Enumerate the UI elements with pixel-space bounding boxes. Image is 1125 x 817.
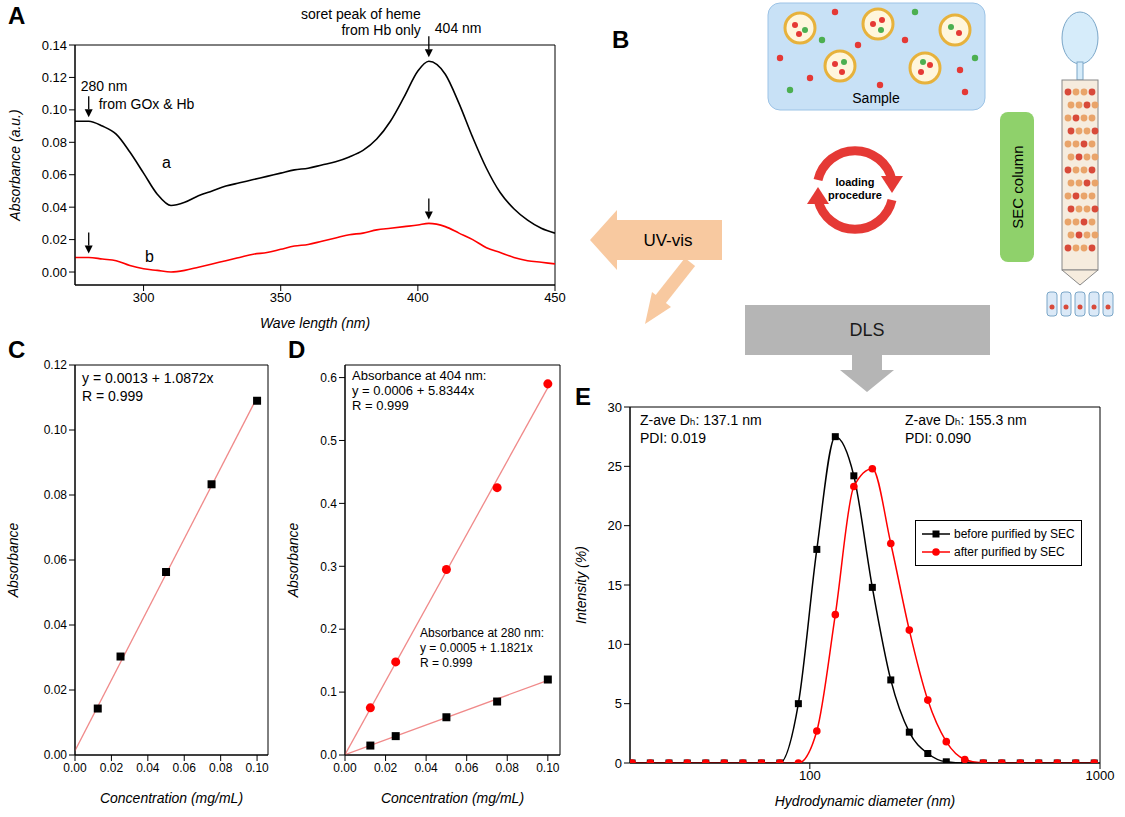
- svg-text:Concentration (mg/mL): Concentration (mg/mL): [100, 790, 243, 806]
- svg-text:1000: 1000: [1086, 768, 1115, 783]
- svg-text:SEC column: SEC column: [1009, 145, 1026, 228]
- svg-text:20: 20: [608, 518, 622, 533]
- svg-text:0.04: 0.04: [44, 618, 68, 632]
- svg-text:soret peak of heme: soret peak of heme: [301, 6, 421, 22]
- svg-text:300: 300: [133, 290, 155, 305]
- svg-text:Absorbance: Absorbance: [5, 522, 21, 598]
- svg-text:from Hb only: from Hb only: [341, 22, 420, 38]
- svg-text:0.02: 0.02: [42, 232, 67, 247]
- svg-text:10: 10: [608, 637, 622, 652]
- svg-text:0.1: 0.1: [320, 685, 337, 699]
- svg-text:0.10: 0.10: [42, 102, 67, 117]
- svg-text:y = 0.0013 + 1.0872x: y = 0.0013 + 1.0872x: [82, 370, 214, 386]
- svg-text:0.10: 0.10: [536, 761, 560, 775]
- svg-text:from GOx & Hb: from GOx & Hb: [99, 96, 195, 112]
- svg-text:100: 100: [799, 768, 821, 783]
- svg-text:15: 15: [608, 578, 622, 593]
- html-text:E: E: [575, 383, 591, 410]
- svg-text:0.02: 0.02: [44, 683, 68, 697]
- svg-text:0.08: 0.08: [496, 761, 520, 775]
- svg-text:0.06: 0.06: [42, 167, 67, 182]
- svg-text:y = 0.0006 + 5.8344x: y = 0.0006 + 5.8344x: [352, 383, 475, 398]
- svg-text:0.04: 0.04: [42, 200, 67, 215]
- svg-text:0.06: 0.06: [455, 761, 479, 775]
- svg-text:25: 25: [608, 459, 622, 474]
- svg-text:0.3: 0.3: [320, 560, 337, 574]
- svg-text:0.5: 0.5: [320, 434, 337, 448]
- svg-text:0.06: 0.06: [173, 761, 197, 775]
- svg-text:0.04: 0.04: [136, 761, 160, 775]
- svg-text:Absorbance: Absorbance: [285, 522, 301, 598]
- svg-text:procedure: procedure: [828, 189, 882, 201]
- html-text:C: C: [8, 336, 26, 363]
- svg-text:0.06: 0.06: [44, 553, 68, 567]
- html-text:B: B: [612, 26, 630, 53]
- svg-text:350: 350: [270, 290, 292, 305]
- svg-text:400: 400: [407, 290, 429, 305]
- svg-text:Z-ave Dₕ: 137.1 nm: Z-ave Dₕ: 137.1 nm: [640, 412, 762, 428]
- svg-text:0.10: 0.10: [245, 761, 269, 775]
- svg-text:0.0: 0.0: [320, 748, 337, 762]
- svg-text:Absorbance at 404 nm:: Absorbance at 404 nm:: [352, 368, 486, 383]
- svg-text:b: b: [145, 248, 154, 265]
- svg-text:30: 30: [608, 400, 622, 415]
- html-text:D: D: [288, 336, 306, 363]
- svg-text:280 nm: 280 nm: [81, 78, 128, 94]
- svg-text:0.12: 0.12: [44, 358, 68, 372]
- svg-text:Wave length (nm): Wave length (nm): [260, 315, 370, 331]
- svg-text:450: 450: [544, 290, 566, 305]
- html-text:before purified by SEC: before purified by SEC: [954, 527, 1075, 541]
- svg-text:R = 0.999: R = 0.999: [420, 656, 473, 670]
- svg-text:0.12: 0.12: [42, 70, 67, 85]
- svg-text:a: a: [162, 154, 171, 171]
- html-text:after purified by SEC: after purified by SEC: [954, 545, 1065, 559]
- svg-text:0.00: 0.00: [63, 761, 87, 775]
- svg-text:0.00: 0.00: [44, 748, 68, 762]
- svg-text:UV-vis: UV-vis: [643, 231, 692, 250]
- svg-text:0.02: 0.02: [100, 761, 124, 775]
- svg-text:0.02: 0.02: [374, 761, 398, 775]
- svg-text:R = 0.999: R = 0.999: [352, 398, 409, 413]
- svg-text:PDI: 0.090: PDI: 0.090: [905, 430, 971, 446]
- svg-text:0.14: 0.14: [42, 38, 67, 53]
- svg-text:Z-ave Dₕ: 155.3 nm: Z-ave Dₕ: 155.3 nm: [905, 412, 1027, 428]
- svg-text:0.2: 0.2: [320, 622, 337, 636]
- svg-text:0.08: 0.08: [209, 761, 233, 775]
- svg-text:PDI: 0.019: PDI: 0.019: [640, 430, 706, 446]
- svg-text:0.08: 0.08: [42, 135, 67, 150]
- svg-text:0.6: 0.6: [320, 371, 337, 385]
- svg-text:Absorbance at 280 nm:: Absorbance at 280 nm:: [420, 626, 544, 640]
- svg-text:Absorbance (a.u.): Absorbance (a.u.): [7, 109, 23, 221]
- html-text:A: A: [8, 2, 26, 29]
- svg-text:y = 0.0005 + 1.1821x: y = 0.0005 + 1.1821x: [420, 641, 533, 655]
- svg-text:0.00: 0.00: [42, 265, 67, 280]
- svg-text:R = 0.999: R = 0.999: [82, 388, 143, 404]
- svg-text:Sample: Sample: [852, 90, 900, 106]
- svg-text:0.4: 0.4: [320, 497, 337, 511]
- svg-text:Intensity (%): Intensity (%): [573, 546, 589, 624]
- svg-text:404 nm: 404 nm: [435, 20, 482, 36]
- svg-text:DLS: DLS: [849, 320, 884, 340]
- svg-text:Concentration (mg/mL): Concentration (mg/mL): [381, 790, 524, 806]
- svg-text:0.00: 0.00: [333, 761, 357, 775]
- svg-text:0.08: 0.08: [44, 488, 68, 502]
- svg-text:Hydrodynamic diameter (nm): Hydrodynamic diameter (nm): [775, 793, 956, 809]
- svg-text:0: 0: [615, 756, 622, 771]
- svg-text:0.04: 0.04: [414, 761, 438, 775]
- svg-text:0.10: 0.10: [44, 423, 68, 437]
- svg-text:loading: loading: [835, 176, 874, 188]
- svg-text:5: 5: [615, 696, 622, 711]
